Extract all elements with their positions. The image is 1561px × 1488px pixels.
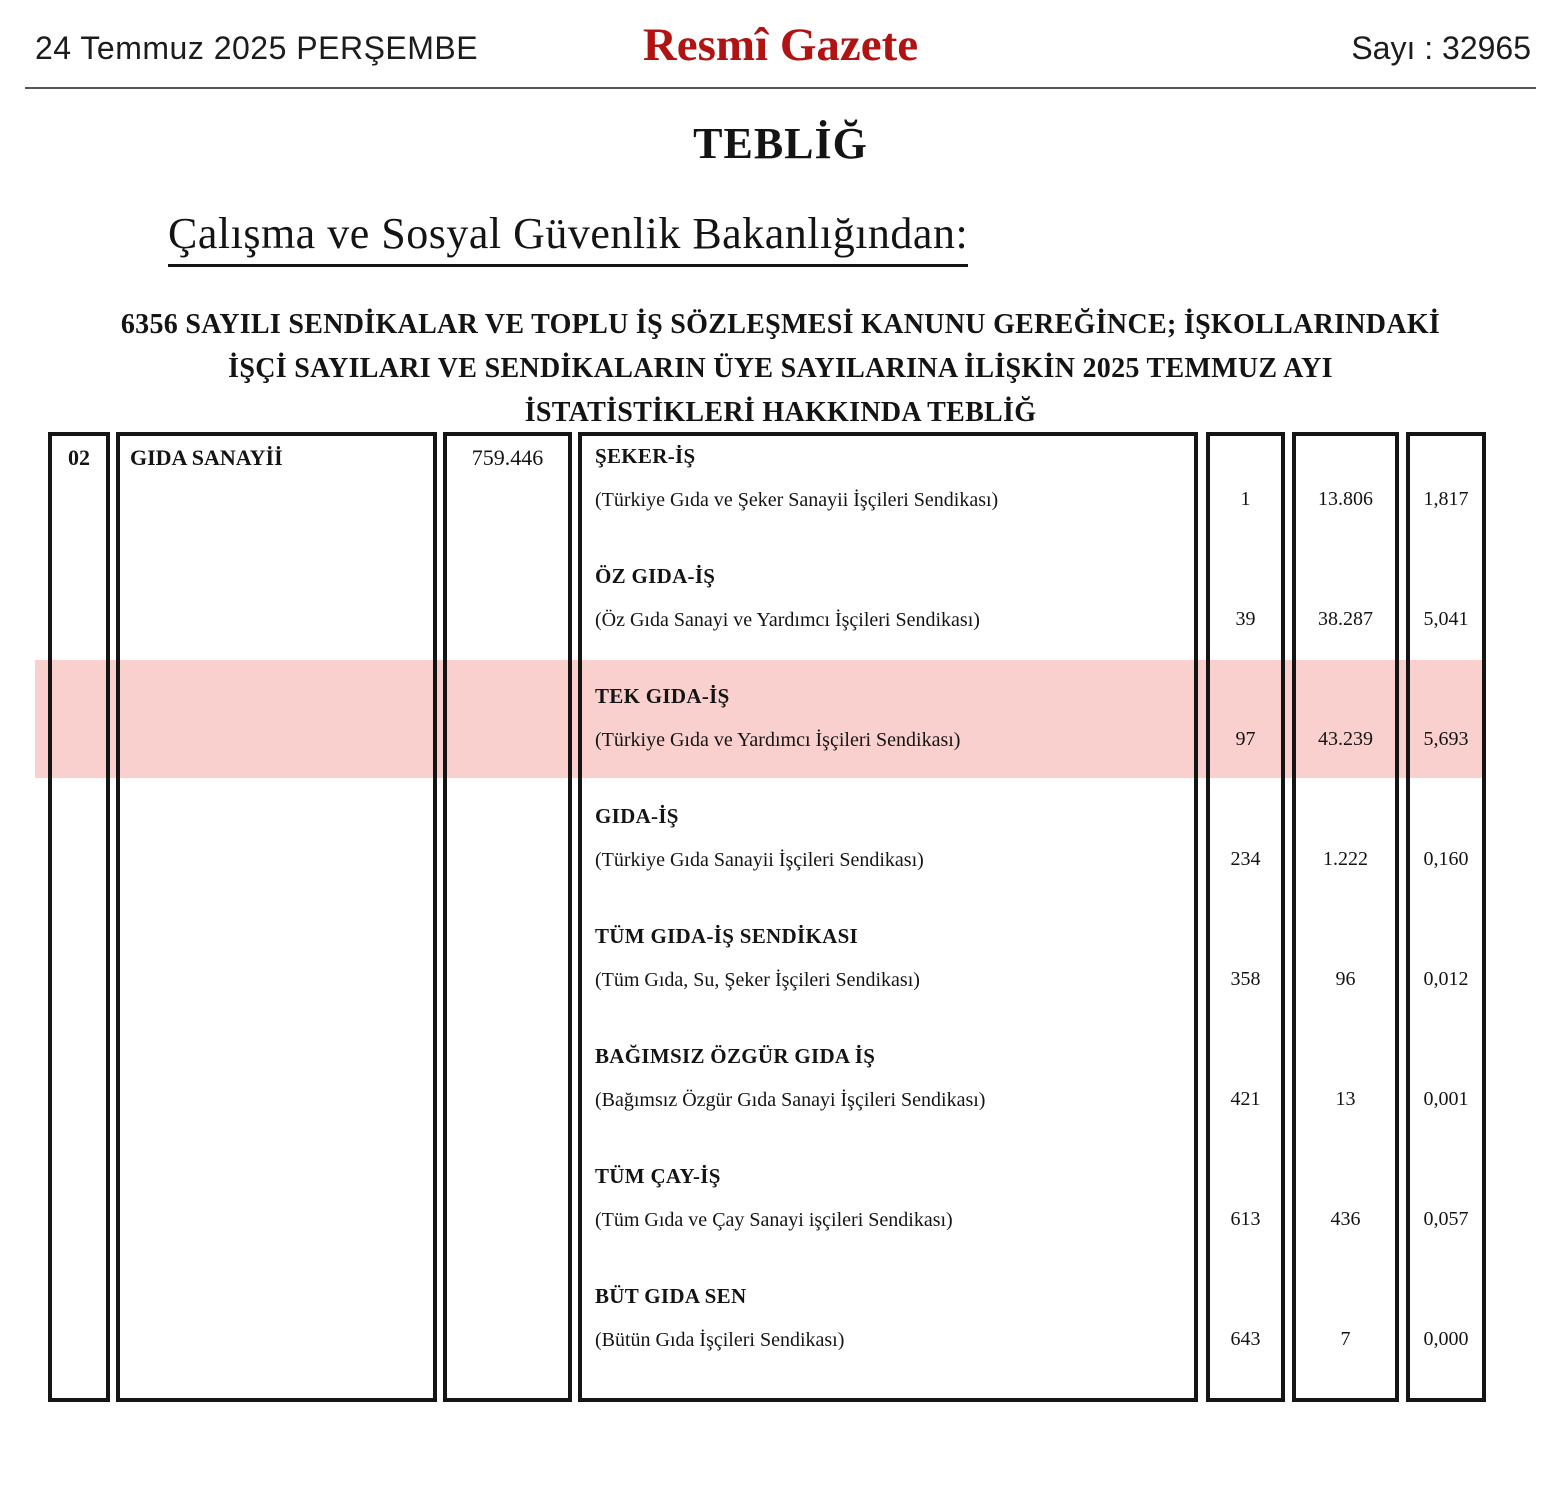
union-member-count: 13: [1335, 1088, 1356, 1110]
union-member-count: 13.806: [1318, 488, 1373, 510]
union-name: BÜT GIDA SEN: [595, 1284, 747, 1308]
union-member-count: 38.287: [1318, 608, 1373, 630]
union-name: TEK GIDA-İŞ: [595, 684, 730, 708]
union-percentage: 0,160: [1423, 848, 1469, 870]
union-percentage: 0,012: [1423, 968, 1469, 990]
union-entry: ŞEKER-İŞ (Türkiye Gıda ve Şeker Sanayii İ…: [582, 436, 1194, 556]
union-member-count: 1.222: [1323, 848, 1368, 870]
union-percentage: 0,001: [1423, 1088, 1469, 1110]
section-title: TEBLİĞ: [693, 119, 868, 168]
union-entry: TEK GIDA-İŞ (Türkiye Gıda ve Yardımcı İşç…: [582, 676, 1194, 796]
notice-heading-line: İSTATİSTİKLERİ HAKKINDA TEBLİĞ: [524, 397, 1037, 428]
sector-name-column: GIDA SANAYİİ: [116, 432, 437, 1402]
union-name: BAĞIMSIZ ÖZGÜR GIDA İŞ: [595, 1044, 876, 1068]
gazette-title: Resmî Gazete: [642, 19, 919, 71]
union-percentage: 5,693: [1423, 728, 1469, 750]
publication-date: 24 Temmuz 2025 PERŞEMBE: [35, 30, 479, 66]
sector-worker-count: 759.446: [471, 445, 544, 470]
sector-name: GIDA SANAYİİ: [130, 445, 283, 470]
union-name: GIDA-İŞ: [595, 804, 679, 828]
union-entry: TÜM GIDA-İŞ SENDİKASI (Tüm Gıda, Su, Şeke…: [582, 916, 1194, 1036]
union-file-number: 39: [1235, 608, 1256, 630]
union-file-number: 613: [1230, 1208, 1261, 1230]
union-name: TÜM ÇAY-İŞ: [595, 1164, 721, 1188]
union-name: TÜM GIDA-İŞ SENDİKASI: [595, 924, 859, 948]
union-entry: ÖZ GIDA-İŞ (Öz Gıda Sanayi ve Yardımcı İş…: [582, 556, 1194, 676]
union-full-name: (Bağımsız Özgür Gıda Sanayi İşçileri Sen…: [595, 1089, 986, 1111]
sector-code-column: 02: [48, 432, 110, 1402]
union-entry: GIDA-İŞ (Türkiye Gıda Sanayii İşçileri Se…: [582, 796, 1194, 916]
union-entry: TÜM ÇAY-İŞ (Tüm Gıda ve Çay Sanayi işçile…: [582, 1156, 1194, 1276]
union-member-count: 96: [1335, 968, 1356, 990]
union-file-number: 1: [1240, 488, 1251, 510]
union-entry: BAĞIMSIZ ÖZGÜR GIDA İŞ (Bağımsız Özgür Gı…: [582, 1036, 1194, 1156]
union-member-count: 43.239: [1318, 728, 1373, 750]
sector-worker-count-column: 759.446: [443, 432, 572, 1402]
percentage-column: 1,817 5,041 5,693 0,160 0,012 0,001 0,057 0,000: [1406, 432, 1486, 1402]
union-full-name: (Türkiye Gıda ve Yardımcı İşçileri Sendi…: [595, 729, 961, 751]
notice-heading: 6356 SAYILI SENDİKALAR VE TOPLU İŞ SÖZLE…: [45, 303, 1516, 435]
union-column: ŞEKER-İŞ (Türkiye Gıda ve Şeker Sanayii İ…: [578, 432, 1198, 1402]
union-name: ÖZ GIDA-İŞ: [595, 564, 716, 588]
statistics-table: 02 GIDA SANAYİİ 759.446 ŞEKER-İŞ (Türkiye…: [35, 432, 1486, 1402]
notice-heading-line: İŞÇİ SAYILARI VE SENDİKALARIN ÜYE SAYILA…: [228, 353, 1333, 384]
union-name: ŞEKER-İŞ: [595, 444, 696, 468]
union-file-number: 643: [1230, 1328, 1261, 1350]
union-member-count: 7: [1340, 1328, 1351, 1350]
union-entry: BÜT GIDA SEN (Bütün Gıda İşçileri Sendika…: [582, 1276, 1194, 1396]
union-file-number: 358: [1230, 968, 1261, 990]
ministry-line-wrap: Çalışma ve Sosyal Güvenlik Bakanlığından…: [168, 208, 969, 267]
union-percentage: 0,057: [1423, 1208, 1469, 1230]
ministry-line: Çalışma ve Sosyal Güvenlik Bakanlığından…: [168, 208, 969, 267]
member-count-column: 13.806 38.287 43.239 1.222 96 13 436 7: [1292, 432, 1399, 1402]
union-percentage: 0,000: [1423, 1328, 1469, 1350]
file-number-column: 1 39 97 234 358 421 613 643: [1206, 432, 1285, 1402]
union-file-number: 421: [1230, 1088, 1261, 1110]
union-percentage: 5,041: [1423, 608, 1469, 630]
union-full-name: (Bütün Gıda İşçileri Sendikası): [595, 1329, 845, 1351]
union-file-number: 97: [1235, 728, 1256, 750]
highlight-band: [35, 660, 1483, 778]
union-full-name: (Tüm Gıda ve Çay Sanayi işçileri Sendika…: [595, 1209, 953, 1231]
union-percentage: 1,817: [1423, 488, 1469, 510]
union-full-name: (Türkiye Gıda ve Şeker Sanayii İşçileri …: [595, 489, 999, 511]
union-file-number: 234: [1230, 848, 1261, 870]
union-member-count: 436: [1330, 1208, 1361, 1230]
sector-code: 02: [68, 445, 90, 470]
union-full-name: (Türkiye Gıda Sanayii İşçileri Sendikası…: [595, 849, 924, 871]
notice-heading-line: 6356 SAYILI SENDİKALAR VE TOPLU İŞ SÖZLE…: [120, 309, 1441, 340]
masthead-divider: [25, 87, 1536, 89]
union-full-name: (Öz Gıda Sanayi ve Yardımcı İşçileri Sen…: [595, 609, 980, 631]
union-full-name: (Tüm Gıda, Su, Şeker İşçileri Sendikası): [595, 969, 920, 991]
issue-number: Sayı : 32965: [1351, 30, 1531, 66]
